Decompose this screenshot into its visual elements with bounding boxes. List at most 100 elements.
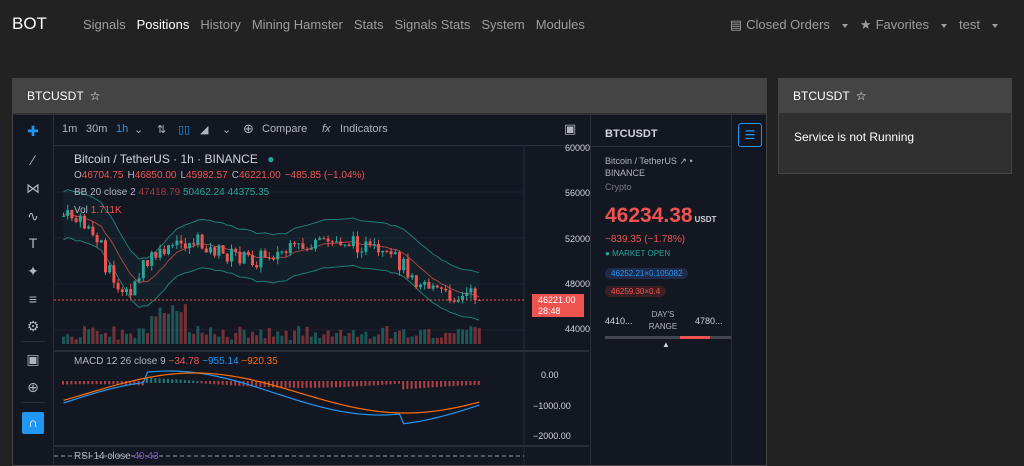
price-axis-label: 60000.00: [565, 143, 603, 153]
service-panel-header: BTCUSDT ☆: [779, 79, 1011, 113]
ruler-icon[interactable]: ▣: [26, 351, 40, 367]
divider: [21, 341, 45, 342]
crosshair-icon[interactable]: ✚: [27, 123, 39, 139]
last-price: 46221.00: [538, 295, 576, 305]
chevron-down-icon[interactable]: ⌄: [134, 124, 144, 136]
bb-lower: 44375.35: [227, 187, 270, 198]
details-name[interactable]: Bitcoin / TetherUS: [605, 156, 677, 166]
macd-hist: −34.78: [168, 356, 200, 367]
drawing-toolbar: ✚ ∕ ⋈ ∿ T ✦ ≡ ⚙ ▣ ⊕ ∩: [13, 115, 54, 465]
range-label: DAY'S RANGE: [648, 310, 678, 331]
vol-legend[interactable]: Vol 1.711K: [74, 205, 122, 216]
watchlist-icon[interactable]: ☰: [738, 123, 762, 147]
nav-history[interactable]: History: [200, 17, 241, 32]
camera-icon[interactable]: ▣: [564, 121, 577, 136]
interval-1h[interactable]: 1h: [116, 123, 129, 135]
chart-panel: BTCUSDT ☆ ✚ ∕ ⋈ ∿ T ✦ ≡ ⚙ ▣ ⊕ ∩ 1m 30m 1…: [12, 78, 767, 466]
ohlc-legend: O46704.75 H46850.00 L45982.57 C46221.00 −485…: [74, 170, 369, 181]
service-status-message: Service is not Running: [794, 130, 915, 144]
symbol-details: BTCUSDT Bitcoin / TetherUS ↗ • BINANCE C…: [590, 115, 732, 465]
details-exchange: BINANCE: [605, 168, 646, 178]
panel-title: BTCUSDT: [27, 89, 84, 103]
fib-icon[interactable]: ≡: [28, 291, 38, 307]
pitchfork-icon[interactable]: ⋈: [26, 180, 40, 196]
interval-30m[interactable]: 30m: [86, 123, 108, 135]
ask-badge: 46259.30×0.4: [605, 286, 667, 297]
user-menu[interactable]: test: [959, 17, 998, 33]
price-change: −839.35 (−1.78%): [605, 234, 686, 245]
trend-line-icon[interactable]: ∕: [31, 152, 35, 168]
bb-upper: 50462.24: [183, 187, 225, 198]
nav-signals-stats[interactable]: Signals Stats: [394, 17, 471, 32]
nav-signals[interactable]: Signals: [83, 17, 126, 32]
bar-countdown: 28:48: [538, 306, 561, 316]
rsi-value: 40.43: [133, 451, 159, 462]
macd-legend[interactable]: MACD 12 26 close 9 −34.78 −955.14 −920.3…: [74, 356, 278, 367]
chart-panel-header: BTCUSDT ☆: [13, 79, 766, 113]
price-axis-label: 52000.00: [565, 234, 603, 244]
closed-orders-menu[interactable]: ▤ Closed Orders: [730, 17, 848, 33]
tradingview-widget: ✚ ∕ ⋈ ∿ T ✦ ≡ ⚙ ▣ ⊕ ∩ 1m 30m 1h ⌄ ⇅ ▯▯ ◢…: [13, 115, 766, 465]
price-axis-label: 44000.00: [565, 324, 603, 334]
right-sidebar: ☰: [731, 115, 766, 465]
gear-icon[interactable]: ⚙: [26, 318, 40, 334]
pattern-icon[interactable]: ✦: [27, 263, 39, 279]
vol-label: Vol: [74, 205, 88, 216]
ohlc-o: O46704.75: [74, 170, 124, 181]
range-low: 4410...: [605, 316, 633, 326]
symbol-title[interactable]: Bitcoin / TetherUS · 1h · BINANCE: [74, 152, 258, 166]
brush-icon[interactable]: ∿: [27, 208, 39, 224]
details-symbol[interactable]: BTCUSDT: [605, 128, 658, 140]
market-open-status: ● MARKET OPEN: [605, 249, 671, 258]
bb-basis: 47418.79: [138, 187, 181, 198]
list-icon: ▤: [729, 17, 743, 32]
nav-modules[interactable]: Modules: [535, 17, 585, 32]
macd-axis-label: −1000.00: [533, 401, 571, 411]
last-price-big: 46234.38 USDT: [605, 204, 716, 228]
brand-logo[interactable]: BOT: [12, 14, 47, 33]
compare-button[interactable]: Compare: [262, 123, 308, 135]
nav-system[interactable]: System: [481, 17, 525, 32]
bar-type-icon[interactable]: ⇅: [157, 124, 167, 136]
quote-price: 46234.38: [605, 204, 693, 227]
price-axis-label: 48000.00: [565, 279, 603, 289]
symbol-legend: Bitcoin / TetherUS · 1h · BINANCE ●: [74, 152, 274, 166]
divider: [591, 146, 731, 147]
plus-circle-icon[interactable]: ⊕: [243, 121, 254, 136]
nav-links: Signals Positions History Mining Hamster…: [83, 17, 596, 32]
ohlc-l: L45982.57: [180, 170, 228, 181]
rsi-legend[interactable]: RSI 14 close 40.43: [74, 451, 159, 462]
rsi-label: RSI 14 close: [74, 451, 131, 462]
interval-1m[interactable]: 1m: [62, 123, 78, 135]
candles-icon[interactable]: ▯▯: [178, 124, 191, 136]
magnet-icon[interactable]: ∩: [22, 412, 44, 434]
star-outline-icon[interactable]: ☆: [89, 89, 101, 103]
market-status-label: MARKET OPEN: [612, 249, 671, 258]
ohlc-c: C46221.00: [231, 170, 281, 181]
star-outline-icon[interactable]: ☆: [855, 89, 867, 103]
chevron-down-icon[interactable]: ⌄: [222, 124, 232, 136]
nav-stats[interactable]: Stats: [353, 17, 384, 32]
chart-area[interactable]: Bitcoin / TetherUS · 1h · BINANCE ● O467…: [54, 143, 603, 465]
range-high: 4780...: [695, 316, 723, 326]
vol-value: 1.711K: [90, 205, 122, 216]
bb-legend[interactable]: BB 20 close 2 47418.79 50462.24 44375.35: [74, 187, 269, 198]
chevron-down-icon: [992, 23, 998, 28]
nav-mining-hamster[interactable]: Mining Hamster: [251, 17, 343, 32]
panel-title: BTCUSDT: [793, 89, 850, 103]
divider: [21, 402, 45, 403]
ohlc-change: −485.85 (−1.04%): [284, 170, 365, 181]
star-icon: ★: [859, 17, 872, 32]
navbar: BOT Signals Positions History Mining Ham…: [0, 0, 1024, 50]
favorites-menu[interactable]: ★ Favorites: [859, 17, 948, 33]
fx-icon[interactable]: fx: [322, 123, 331, 135]
nav-positions[interactable]: Positions: [136, 17, 190, 32]
area-chart-icon[interactable]: ◢: [200, 124, 209, 136]
indicators-button[interactable]: Indicators: [340, 123, 388, 135]
text-icon[interactable]: T: [28, 235, 38, 251]
service-panel: BTCUSDT ☆ Service is not Running: [778, 78, 1012, 174]
zoom-in-icon[interactable]: ⊕: [27, 379, 39, 395]
last-price-tag: 46221.00 28:48: [532, 294, 584, 317]
closed-orders-label: Closed Orders: [746, 17, 830, 32]
external-link-icon[interactable]: ↗: [679, 156, 687, 166]
